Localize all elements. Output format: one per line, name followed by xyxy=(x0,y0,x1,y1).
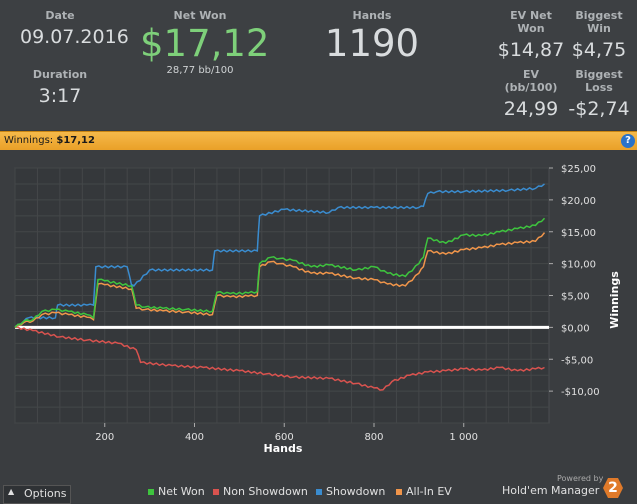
powered-by-text: Powered by xyxy=(557,474,604,483)
ev-bb-stat: EV (bb/100) 24,99 xyxy=(497,68,565,120)
y-tick-label: -$10,00 xyxy=(561,387,600,398)
legend-net-won-label: Net Won xyxy=(158,485,205,498)
holdem-manager-logo-icon: 2 xyxy=(603,478,623,498)
series-line-net-won xyxy=(14,217,546,328)
winnings-chart-area: $25,00 $20,00 $15,00 $10,00 $5,00 $0,00 -$5,00… xyxy=(0,150,637,480)
ev-net-won-stat: EV Net Won $14,87 xyxy=(497,9,565,61)
winnings-value: $17,12 xyxy=(56,135,95,146)
hands-label: Hands xyxy=(352,9,392,22)
product-name: Hold'em Manager xyxy=(502,484,600,497)
biggest-loss-stat: Biggest Loss -$2,74 xyxy=(563,68,635,120)
legend-all-in-ev-swatch xyxy=(396,489,402,495)
ev-net-won-value: $14,87 xyxy=(497,39,565,61)
ev-net-won-label: EV Net Won xyxy=(510,9,552,35)
biggest-win-label: Biggest Win xyxy=(575,9,623,35)
biggest-loss-value: -$2,74 xyxy=(568,98,630,120)
legend-showdown[interactable]: Showdown xyxy=(316,485,385,498)
series-lines xyxy=(14,183,546,391)
winnings-chart: $25,00 $20,00 $15,00 $10,00 $5,00 $0,00 -$5,00… xyxy=(14,164,621,455)
duration-stat: Duration 3:17 xyxy=(20,68,100,107)
legend-non-showdown-swatch xyxy=(213,489,219,495)
options-button[interactable]: ▲ Options xyxy=(3,485,71,504)
ev-bb-value: 24,99 xyxy=(503,98,559,120)
net-won-value: $17,12 xyxy=(140,22,270,65)
y-tick-label: $0,00 xyxy=(561,323,590,334)
hands-stat: Hands 1190 xyxy=(320,9,424,65)
series-line-all-in-ev xyxy=(14,232,546,328)
options-arrow-icon: ▲ xyxy=(8,487,15,496)
duration-label: Duration xyxy=(32,68,88,81)
biggest-win-value: $4,75 xyxy=(571,39,627,61)
legend-showdown-label: Showdown xyxy=(326,485,386,498)
biggest-loss-label: Biggest Loss xyxy=(575,68,623,94)
legend-non-showdown-label: Non Showdown xyxy=(223,485,308,498)
y-tick-label: -$5,00 xyxy=(561,355,593,366)
series-line-non-showdown xyxy=(14,326,545,391)
duration-value: 3:17 xyxy=(38,85,82,107)
y-tick-label: $20,00 xyxy=(561,196,596,207)
legend-net-won[interactable]: Net Won xyxy=(148,485,205,498)
help-icon[interactable]: ? xyxy=(621,134,635,148)
y-tick-label: $10,00 xyxy=(561,260,596,271)
x-tick-label: 200 xyxy=(95,432,114,443)
date-label: Date xyxy=(45,9,75,22)
net-won-stat: Net Won $17,12 28,77 bb/100 xyxy=(140,9,270,76)
legend-net-won-swatch xyxy=(148,489,154,495)
y-axis-label: Winnings xyxy=(608,271,621,329)
session-summary-header: Date 09.07.2016 Duration 3:17 Net Won $1… xyxy=(0,0,637,130)
legend-non-showdown[interactable]: Non Showdown xyxy=(213,485,308,498)
series-line-showdown xyxy=(14,183,545,328)
x-tick-label: 800 xyxy=(364,432,383,443)
x-tick-label: 1 000 xyxy=(449,432,478,443)
y-tick-label: $5,00 xyxy=(561,292,590,303)
date-stat: Date 09.07.2016 xyxy=(20,9,129,48)
net-won-label: Net Won xyxy=(173,9,227,22)
winnings-label: Winnings: xyxy=(4,135,54,146)
x-tick-label: 600 xyxy=(275,432,294,443)
options-label: Options xyxy=(24,487,67,500)
hands-value: 1190 xyxy=(324,22,420,65)
legend-all-in-ev[interactable]: All-In EV xyxy=(396,485,452,498)
biggest-win-stat: Biggest Win $4,75 xyxy=(565,9,633,61)
winnings-title-bar: Winnings: $17,12 ? xyxy=(0,131,637,152)
y-tick-label: $25,00 xyxy=(561,164,596,175)
date-value: 09.07.2016 xyxy=(20,26,129,48)
x-axis-label: Hands xyxy=(264,442,303,455)
winnings-title: Winnings: $17,12 xyxy=(4,135,95,146)
y-tick-label: $15,00 xyxy=(561,228,596,239)
legend-showdown-swatch xyxy=(316,489,322,495)
ev-bb-label: EV (bb/100) xyxy=(504,68,558,94)
legend-all-in-ev-label: All-In EV xyxy=(406,485,452,498)
bb-per-100-value: 28,77 bb/100 xyxy=(166,65,234,76)
axes: $25,00 $20,00 $15,00 $10,00 $5,00 $0,00 -$5,00… xyxy=(15,164,600,443)
x-tick-label: 400 xyxy=(185,432,204,443)
